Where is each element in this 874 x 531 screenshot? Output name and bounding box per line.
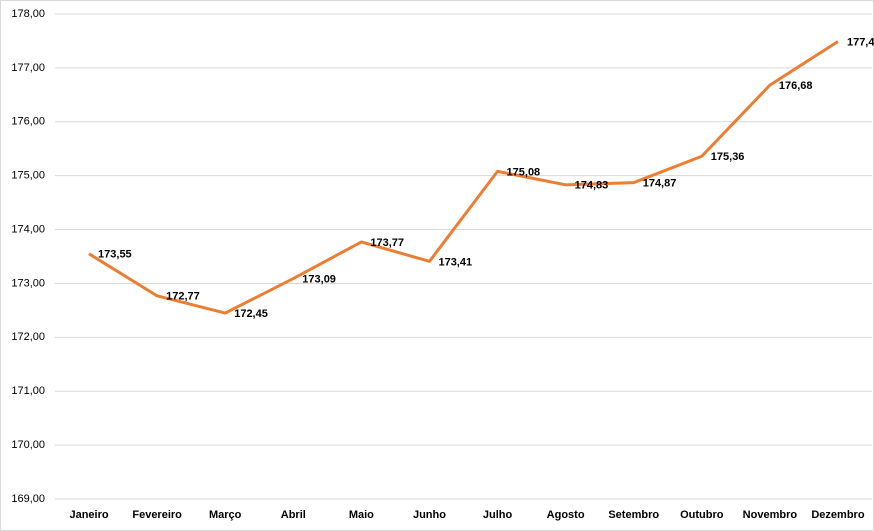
y-tick-label: 169,00 xyxy=(11,493,45,505)
y-tick-label: 177,00 xyxy=(11,62,45,74)
x-tick-label: Setembro xyxy=(608,509,659,521)
data-label: 173,55 xyxy=(98,249,132,261)
x-tick-label: Abril xyxy=(281,509,306,521)
x-tick-label: Fevereiro xyxy=(132,509,182,521)
data-label: 174,87 xyxy=(643,178,677,190)
data-label: 173,77 xyxy=(370,237,404,249)
data-label: 173,41 xyxy=(438,256,472,268)
x-tick-label: Março xyxy=(209,509,242,521)
data-label: 177,49 xyxy=(847,36,874,48)
data-label: 176,68 xyxy=(779,80,813,92)
data-label: 172,77 xyxy=(166,291,200,303)
y-tick-label: 170,00 xyxy=(11,439,45,451)
data-label: 175,36 xyxy=(711,151,745,163)
y-tick-label: 176,00 xyxy=(11,116,45,128)
x-tick-label: Junho xyxy=(413,509,446,521)
y-tick-label: 174,00 xyxy=(11,223,45,235)
x-tick-label: Outubro xyxy=(680,509,724,521)
x-tick-label: Novembro xyxy=(743,509,798,521)
y-tick-label: 173,00 xyxy=(11,277,45,289)
y-tick-label: 171,00 xyxy=(11,385,45,397)
data-label: 173,09 xyxy=(302,274,336,286)
line-series xyxy=(88,40,839,315)
data-label: 172,45 xyxy=(234,308,268,320)
x-tick-label: Agosto xyxy=(547,509,585,521)
x-tick-label: Julho xyxy=(483,509,513,521)
x-tick-label: Janeiro xyxy=(69,509,108,521)
y-tick-label: 178,00 xyxy=(11,8,45,20)
y-tick-label: 172,00 xyxy=(11,331,45,343)
data-label: 174,83 xyxy=(575,180,609,192)
y-tick-label: 175,00 xyxy=(11,170,45,182)
x-tick-label: Maio xyxy=(349,509,374,521)
data-label: 175,08 xyxy=(507,166,541,178)
x-tick-label: Dezembro xyxy=(811,509,864,521)
